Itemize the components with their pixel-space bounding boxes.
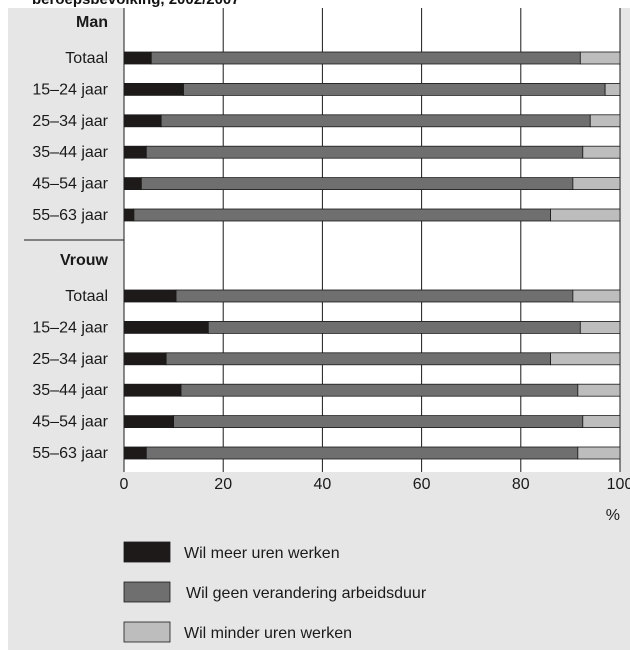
legend-entry: Wil geen verandering arbeidsduur <box>186 585 427 602</box>
bar-segment <box>123 320 209 334</box>
bar-segment <box>123 208 135 222</box>
bar-segment <box>165 352 551 366</box>
bar-segment <box>150 51 581 65</box>
bar-segment <box>160 114 591 128</box>
bar-segment <box>123 352 167 366</box>
category-label: 15–24 jaar <box>32 319 108 336</box>
category-label: Totaal <box>65 50 108 67</box>
group-label: Vrouw <box>60 252 109 269</box>
bar-segment <box>572 289 621 303</box>
bar-segment <box>579 51 621 65</box>
bar-segment <box>604 83 621 96</box>
category-label: 55–63 jaar <box>32 207 108 224</box>
x-tick-label: 100 <box>607 476 630 493</box>
bar-segment <box>123 415 174 429</box>
bar-segment <box>123 51 152 65</box>
bar-segment <box>123 383 182 397</box>
bar-segment <box>579 320 621 334</box>
category-label: 55–63 jaar <box>32 445 108 462</box>
x-axis-unit: % <box>606 507 620 524</box>
category-label: 25–34 jaar <box>32 113 108 130</box>
bar-segment <box>550 352 621 366</box>
legend-entry: Wil minder uren werken <box>184 625 352 642</box>
x-tick-label: 40 <box>314 476 332 493</box>
bar-segment <box>133 208 551 222</box>
category-label: 25–34 jaar <box>32 351 108 368</box>
plot-area <box>124 8 620 472</box>
bar-segment <box>550 208 621 222</box>
category-label: 45–54 jaar <box>32 176 108 193</box>
legend-swatch <box>123 581 171 603</box>
bar-segment <box>173 415 584 429</box>
bar-segment <box>183 83 606 96</box>
bar-segment <box>123 114 162 128</box>
category-label: 45–54 jaar <box>32 414 108 431</box>
legend-entry: Wil meer uren werken <box>184 545 340 562</box>
bar-segment <box>175 289 574 303</box>
x-tick-label: 20 <box>214 476 232 493</box>
x-tick-label: 80 <box>512 476 530 493</box>
bar-segment <box>582 415 621 429</box>
category-label: 15–24 jaar <box>32 81 108 98</box>
bar-segment <box>577 446 621 460</box>
group-label: Man <box>76 14 108 31</box>
bar-segment <box>123 446 147 460</box>
bar-segment <box>589 114 621 128</box>
bar-segment <box>180 383 579 397</box>
bar-segment <box>145 145 584 159</box>
bar-segment <box>582 145 621 159</box>
bar-segment <box>123 289 177 303</box>
legend-swatch <box>123 541 171 563</box>
x-tick-label: 0 <box>120 476 129 493</box>
bar-segment <box>145 446 579 460</box>
bar-segment <box>123 145 147 159</box>
chart-title: beroepsbevolking, 2002/2007 <box>32 0 240 8</box>
bar-segment <box>123 177 142 191</box>
x-tick-label: 60 <box>413 476 431 493</box>
bar-segment <box>577 383 621 397</box>
bar-segment <box>140 177 574 191</box>
legend-swatch <box>123 621 171 643</box>
category-label: 35–44 jaar <box>32 144 108 161</box>
bar-segment <box>123 83 184 96</box>
bar-segment <box>207 320 581 334</box>
category-label: 35–44 jaar <box>32 382 108 399</box>
category-label: Totaal <box>65 288 108 305</box>
bar-segment <box>572 177 621 191</box>
